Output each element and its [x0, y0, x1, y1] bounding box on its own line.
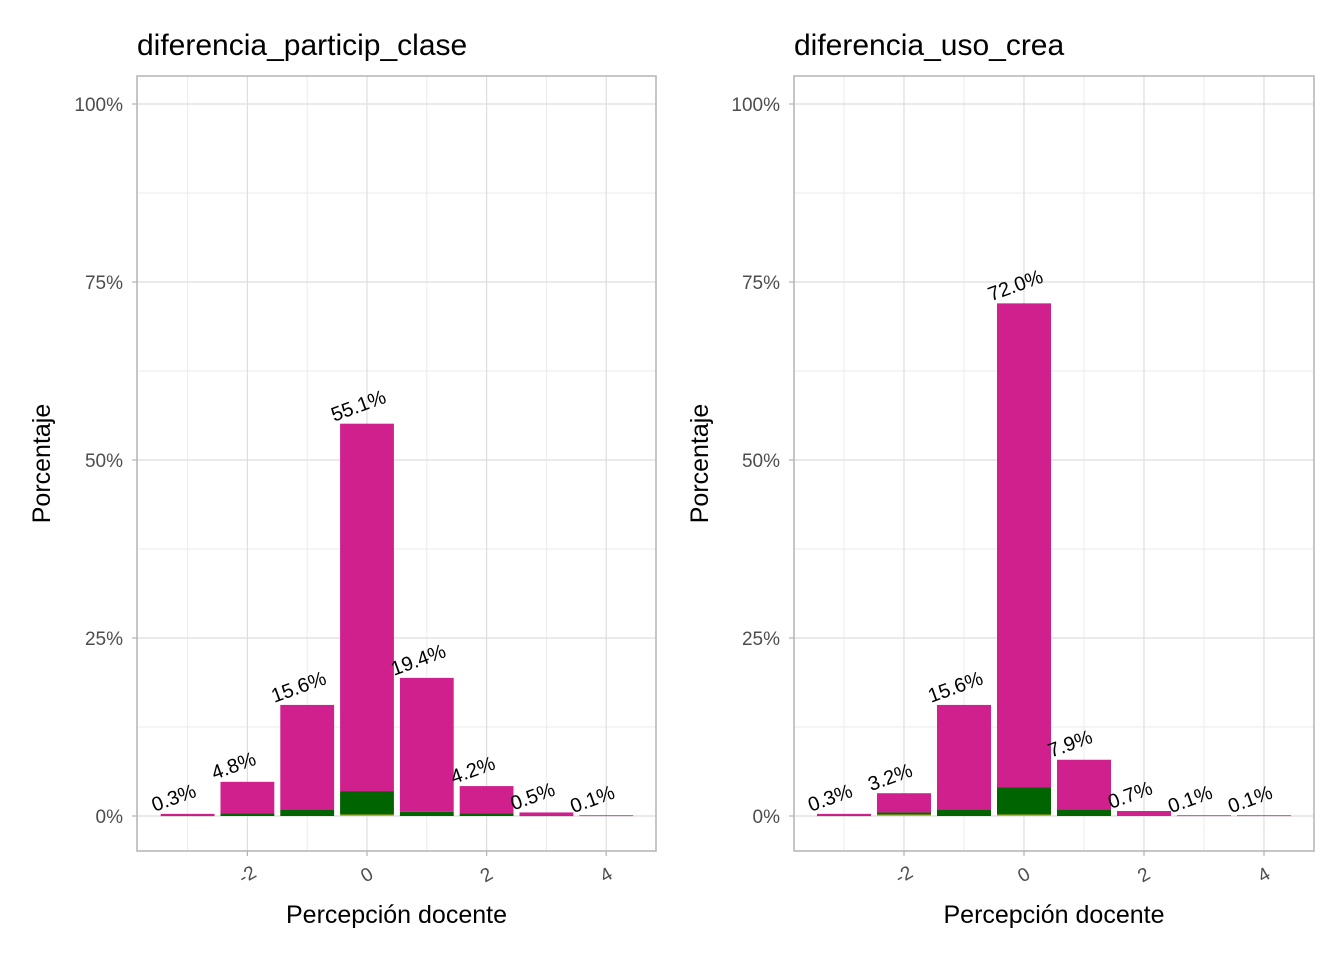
bar-data-label: 3.2%: [865, 760, 916, 796]
bar-stack: [1117, 811, 1171, 816]
bar-segment-magenta: [340, 423, 394, 792]
x-tick-label: 2: [477, 864, 497, 887]
bar-stack: [877, 793, 931, 816]
bar-stack: [1057, 759, 1111, 816]
panel-border: [793, 75, 1315, 852]
chart-panel-2: diferencia_uso_crea 0% 25% 50% 75% 100% -2 0 2 4 0…: [686, 29, 1315, 929]
x-tick-label: -2: [235, 862, 260, 889]
bar-segment-magenta: [399, 677, 454, 812]
bar-data-label: 55.1%: [328, 386, 389, 426]
bar-segment-magenta: [220, 781, 275, 814]
bar-stack: [579, 815, 634, 817]
x-tick-label: 0: [1014, 864, 1034, 887]
bar-segment-magenta: [1117, 811, 1171, 816]
bar-segment-yellow: [997, 814, 1051, 816]
y-tick-label: 25%: [742, 629, 780, 650]
chart-title: diferencia_particip_clase: [137, 29, 467, 62]
chart-title: diferencia_uso_crea: [794, 29, 1064, 62]
bar-data-label: 19.4%: [388, 640, 449, 680]
bar-segment-magenta: [579, 815, 634, 817]
x-tick-label: 2: [1134, 864, 1154, 887]
bar-segment-green: [340, 791, 394, 815]
bar-stack: [519, 812, 574, 817]
bar-stack: [399, 677, 454, 816]
bar-data-label: 0.1%: [1225, 782, 1276, 818]
x-axis-title: Percepción docente: [944, 901, 1165, 929]
bar-segment-magenta: [1177, 815, 1231, 817]
bar-data-label: 0.3%: [805, 780, 856, 816]
bar-segment-yellow: [877, 814, 931, 816]
bar-data-label: 7.9%: [1045, 726, 1096, 762]
bar-segment-green: [519, 815, 574, 817]
bar-stack: [280, 704, 335, 816]
panel-border: [136, 75, 657, 852]
bar-segment-magenta: [280, 704, 335, 810]
bar-stack: [937, 704, 991, 816]
bar-segment-magenta: [937, 704, 991, 810]
bar-segment-green: [220, 813, 275, 816]
x-tick-label: 4: [597, 863, 617, 887]
bar-stack: [997, 303, 1051, 816]
bar-stack: [1177, 815, 1231, 817]
bar-segment-green: [997, 787, 1051, 815]
bar-stack: [220, 781, 275, 816]
y-tick-label: 100%: [74, 95, 123, 116]
bar-stack: [160, 813, 215, 817]
bar-segment-magenta: [160, 813, 215, 816]
bar-segment-magenta: [1237, 815, 1291, 817]
y-tick-label: 50%: [85, 451, 123, 472]
y-axis-title: Porcentaje: [686, 404, 714, 524]
y-tick-label: 100%: [731, 95, 780, 116]
bar-segment-green: [817, 815, 871, 817]
bar-stack: [459, 786, 514, 816]
bar-data-label: 0.1%: [1165, 782, 1216, 818]
bar-segment-yellow: [340, 814, 394, 816]
y-tick-label: 75%: [85, 273, 123, 294]
bar-segment-magenta: [997, 303, 1051, 788]
bar-data-label: 15.6%: [925, 667, 986, 707]
bar-data-label: 0.1%: [567, 782, 618, 818]
x-tick-label: -2: [892, 862, 917, 889]
bar-segment-magenta: [459, 786, 514, 814]
bar-data-label: 0.3%: [149, 780, 200, 816]
y-axis-title: Porcentaje: [28, 404, 56, 524]
bar-segment-magenta: [817, 813, 871, 816]
bar-data-label: 0.5%: [508, 779, 559, 815]
bar-segment-green: [937, 809, 991, 816]
bar-stack: [817, 813, 871, 817]
bar-segment-green: [399, 811, 454, 816]
bar-segment-magenta: [877, 793, 931, 813]
bar-segment-magenta: [1057, 759, 1111, 810]
bar-segment-green: [1057, 809, 1111, 816]
bar-stack: [340, 423, 394, 816]
bar-segment-magenta: [519, 812, 574, 816]
x-axis-title: Percepción docente: [286, 901, 507, 929]
bar-data-label: 0.7%: [1105, 777, 1156, 813]
bar-data-label: 72.0%: [985, 266, 1046, 306]
bar-data-label: 4.8%: [209, 748, 260, 784]
chart-panel-1: diferencia_particip_clase 0% 25% 50% 75% 100%…: [28, 29, 657, 929]
x-tick-label: 4: [1254, 863, 1274, 887]
y-tick-label: 25%: [85, 629, 123, 650]
bar-stack: [1237, 815, 1291, 817]
y-tick-label: 75%: [742, 273, 780, 294]
bar-segment-green: [280, 809, 335, 816]
y-tick-label: 50%: [742, 451, 780, 472]
x-tick-label: 0: [357, 864, 377, 887]
bar-segment-green: [459, 813, 514, 816]
bar-segment-green: [877, 812, 931, 815]
y-tick-label: 0%: [753, 807, 781, 828]
y-tick-label: 0%: [96, 807, 124, 828]
bar-data-label: 4.2%: [448, 752, 499, 788]
bar-segment-green: [160, 815, 215, 817]
bar-data-label: 15.6%: [268, 667, 329, 707]
